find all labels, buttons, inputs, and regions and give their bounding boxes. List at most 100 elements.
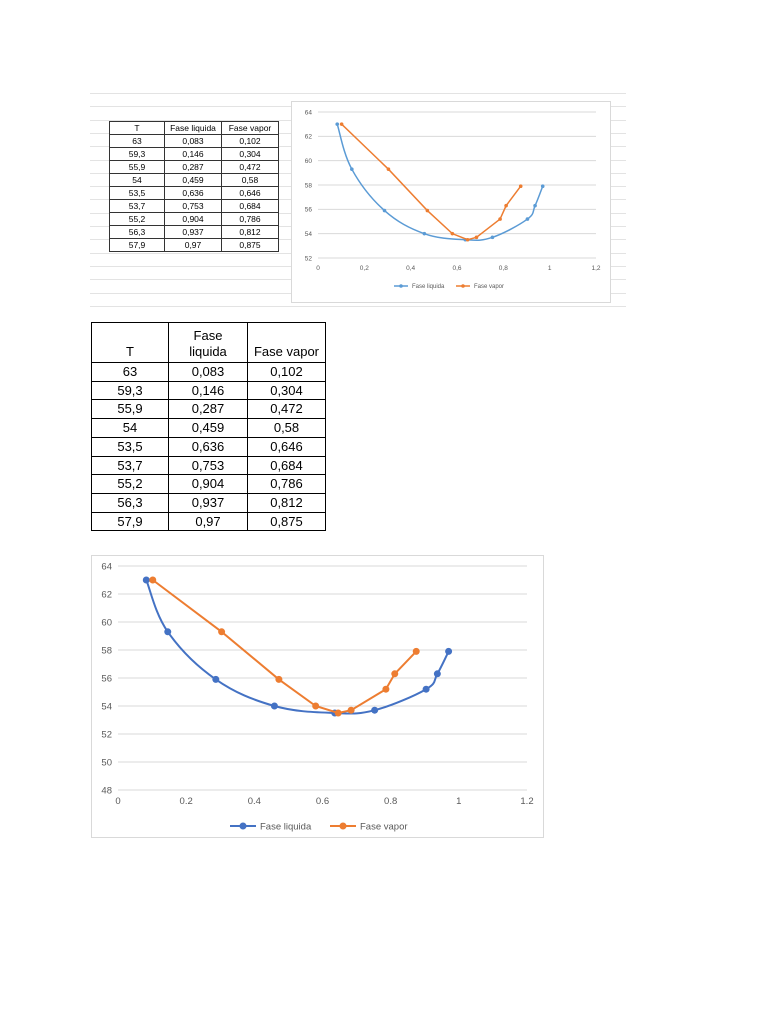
legend-marker — [461, 284, 465, 288]
y-tick-label: 52 — [101, 729, 112, 740]
data-point — [504, 203, 508, 208]
table-cell: 0,97 — [164, 238, 222, 252]
table-cell: 0,786 — [247, 474, 326, 494]
table-cell: 0,636 — [168, 436, 248, 457]
x-tick-label: 0,2 — [360, 265, 369, 272]
y-tick-label: 62 — [101, 589, 112, 600]
table-row: 59,3 0,146 0,304 — [109, 147, 279, 161]
table-cell: 0,102 — [247, 362, 326, 382]
table-cell: 0,58 — [247, 418, 326, 438]
table-cell: 56,3 — [109, 225, 165, 239]
y-tick-label: 52 — [305, 255, 313, 262]
table-cell: 0,812 — [247, 492, 326, 513]
x-tick-label: 1 — [548, 265, 552, 272]
y-tick-label: 64 — [305, 109, 313, 116]
table-cell: 0,97 — [168, 511, 248, 532]
table-row: 53,5 0,636 0,646 — [109, 186, 279, 200]
data-point — [474, 235, 479, 240]
table-cell: 0,904 — [164, 212, 222, 226]
table-header-cell: T — [109, 121, 165, 135]
data-point — [164, 628, 172, 636]
table-header-cell: Fase liquida — [164, 121, 222, 135]
table-cell: 0,083 — [168, 362, 248, 382]
y-tick-label: 64 — [101, 561, 112, 572]
table-cell: 0,287 — [168, 399, 248, 420]
data-point — [371, 706, 379, 714]
table-cell: 0,786 — [221, 212, 279, 226]
table-row: 57,9 0,97 0,875 — [91, 511, 326, 532]
table-row: 54 0,459 0,58 — [91, 418, 326, 438]
x-tick-label: 0,8 — [499, 265, 508, 272]
data-point — [347, 706, 355, 714]
y-tick-label: 62 — [305, 134, 313, 141]
table-cell: 55,9 — [109, 160, 165, 174]
y-tick-label: 58 — [305, 182, 313, 189]
sheet-gridline — [90, 305, 626, 307]
x-tick-label: 1.2 — [520, 796, 533, 807]
table-cell: 0,753 — [168, 455, 248, 476]
table-row: 56,3 0,937 0,812 — [91, 492, 326, 513]
table-cell: 59,3 — [109, 147, 165, 161]
table-row: 55,2 0,904 0,786 — [109, 212, 279, 226]
table-row: 53,5 0,636 0,646 — [91, 436, 326, 457]
table-cell: 0,636 — [164, 186, 222, 200]
x-tick-label: 0.4 — [248, 796, 261, 807]
legend-label: Fase liquida — [260, 821, 312, 832]
table-cell: 54 — [91, 418, 169, 438]
legend-label: Fase liquida — [412, 284, 445, 290]
table-cell: 63 — [109, 134, 165, 148]
y-tick-label: 54 — [101, 701, 112, 712]
data-point — [533, 203, 537, 208]
data-point — [275, 675, 283, 683]
table-cell: 59,3 — [91, 380, 169, 401]
data-point — [391, 670, 399, 678]
legend-label: Fase vapor — [360, 821, 408, 832]
table-row: 55,9 0,287 0,472 — [91, 399, 326, 420]
data-point — [518, 184, 523, 189]
x-tick-label: 0,6 — [452, 265, 461, 272]
series-line — [341, 123, 522, 241]
x-tick-label: 0.8 — [384, 796, 397, 807]
table-cell: 53,5 — [91, 436, 169, 457]
table-cell: 0,146 — [168, 380, 248, 401]
data-point — [212, 675, 220, 683]
table-cell: 0,102 — [221, 134, 279, 148]
y-tick-label: 50 — [101, 757, 112, 768]
table-cell: 0,58 — [221, 173, 279, 187]
table-cell: 0,937 — [168, 492, 248, 513]
table-row: 57,9 0,97 0,875 — [109, 238, 279, 252]
table-cell: 0,684 — [221, 199, 279, 213]
table-cell: 0,472 — [247, 399, 326, 420]
small-chart-svg: 52 54 56 58 60 62 64 0 0,2 0,4 0,6 0,8 1 1,2 Fase liqu… — [305, 109, 601, 290]
table-cell: 0,937 — [164, 225, 222, 239]
table-header-cell: Fase vapor — [247, 322, 326, 363]
data-point — [386, 167, 391, 171]
data-point — [335, 122, 340, 126]
table-cell: 53,7 — [91, 455, 169, 476]
table-cell: 0,146 — [164, 147, 222, 161]
data-point — [425, 208, 430, 213]
data-point — [339, 122, 344, 126]
table-cell: 0,875 — [221, 238, 279, 252]
small-chart: 52 54 56 58 60 62 64 0 0,2 0,4 0,6 0,8 1 1,2 Fase liqu… — [291, 101, 611, 303]
table-cell: 55,9 — [91, 399, 169, 420]
y-tick-label: 56 — [305, 207, 313, 214]
table-row: 63 0,083 0,102 — [109, 134, 279, 148]
data-point — [412, 647, 420, 655]
table-cell: 0,646 — [247, 436, 326, 457]
table-cell: 0,904 — [168, 474, 248, 494]
data-point — [450, 231, 455, 236]
table-cell: 0,083 — [164, 134, 222, 148]
legend-label: Fase vapor — [474, 284, 504, 290]
x-tick-label: 0,4 — [406, 265, 415, 272]
table-cell: 55,2 — [109, 212, 165, 226]
y-tick-label: 54 — [305, 231, 313, 238]
table-header-cell: Fase liquida — [168, 322, 248, 363]
data-point — [312, 702, 320, 710]
x-tick-label: 0 — [115, 796, 120, 807]
table-cell: 0,287 — [164, 160, 222, 174]
data-point — [218, 628, 226, 636]
table-cell: 57,9 — [91, 511, 169, 532]
large-chart: 48 50 52 54 56 58 60 62 64 0 0.2 0.4 0.6 0.8 1 1.2 Fase … — [91, 555, 544, 838]
data-point — [433, 670, 441, 678]
